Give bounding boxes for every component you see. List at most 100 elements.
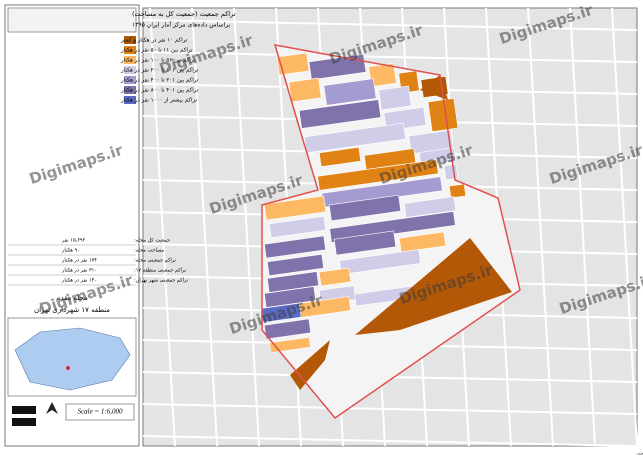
qr-cell	[12, 406, 16, 410]
block	[403, 196, 457, 218]
qr-cell	[32, 422, 36, 426]
title-box	[7, 7, 137, 33]
legend-swatch	[124, 86, 136, 94]
legend-swatch	[124, 56, 136, 64]
block	[263, 318, 312, 340]
subtitle: براساس داده‌های مرکز آمار ایران ۱۳۹۵	[132, 20, 230, 29]
block	[298, 99, 382, 129]
block	[355, 238, 512, 335]
qr-cell	[12, 410, 16, 414]
block	[448, 183, 467, 199]
inset-city	[14, 327, 131, 391]
block	[318, 146, 362, 168]
stat-value: ۹۰ هکتار	[61, 248, 80, 254]
legend-swatch	[124, 36, 136, 44]
scale: Scale = 1:6,000	[78, 408, 123, 416]
legend-swatch	[124, 96, 136, 104]
street	[142, 51, 638, 63]
block	[290, 340, 330, 390]
region-name: منطقه ۱۷ شهرداری تهران	[34, 306, 110, 314]
stat-label: مساحت محله:	[134, 248, 165, 254]
qr-cell	[24, 422, 28, 426]
block	[266, 253, 325, 277]
block	[263, 195, 327, 221]
block	[263, 286, 317, 308]
block	[318, 267, 352, 287]
stat-label: تراکم جمعیتی شهر تهران:	[134, 278, 189, 284]
block	[298, 296, 352, 318]
street	[142, 403, 638, 415]
block	[333, 230, 397, 256]
block	[368, 63, 397, 87]
street	[149, 7, 176, 447]
qr-cell	[12, 418, 16, 422]
street	[527, 7, 554, 447]
qr-cell	[12, 422, 16, 426]
block	[398, 231, 447, 253]
street	[611, 7, 638, 447]
qr-cell	[20, 406, 24, 410]
street	[191, 7, 218, 447]
qr-cell	[24, 410, 28, 414]
qr-cell	[32, 418, 36, 422]
legend-swatch	[124, 66, 136, 74]
block	[328, 194, 402, 222]
qr-cell	[28, 406, 32, 410]
qr-cell	[20, 410, 24, 414]
street	[142, 19, 638, 31]
legend-label: تراکم بین ۱۱ تا ۵۰ نفر در هکتار	[120, 47, 193, 54]
qr-cell	[20, 422, 24, 426]
stat-label: تراکم جمعیتی محله:	[134, 258, 177, 264]
qr-cell	[20, 418, 24, 422]
block	[339, 249, 421, 275]
stat-value: ۳۱۰ نفر در هکتار	[61, 268, 97, 274]
inset-marker	[66, 366, 70, 370]
scale-box	[65, 403, 135, 421]
qr-cell	[16, 418, 20, 422]
footer: حقوق مالکیت معنوی این محصول متعلق به سای…	[636, 450, 643, 457]
block	[263, 235, 327, 259]
block	[308, 53, 367, 81]
qr-cell	[16, 410, 20, 414]
qr-cell	[16, 406, 20, 410]
qr-cell	[28, 418, 32, 422]
block	[288, 77, 322, 103]
legend-label: تراکم بین ۲۰۱ تا ۴۰۰ نفر در هکتار	[120, 77, 199, 84]
legend-panel: تراکم جمعیت (جمعیت کل به مساحت) براساس دا…	[7, 7, 236, 426]
qr-cell	[28, 410, 32, 414]
qr-cell	[32, 410, 36, 414]
legend-swatch	[124, 76, 136, 84]
title: تراکم جمعیت (جمعیت کل به مساحت)	[132, 10, 236, 18]
block	[268, 215, 327, 239]
block	[304, 122, 406, 154]
block	[323, 78, 377, 106]
stat-value: ۱۴۰ نفر در هکتار	[61, 278, 97, 284]
qr-cell	[24, 418, 28, 422]
blocks	[260, 45, 520, 418]
stat-label: تراکم جمعیتی منطقه ۱۷:	[134, 268, 187, 274]
legend-label: تراکم بین ۱۰۱ تا ۲۰۰ نفر در هکتار	[120, 67, 199, 74]
stat-value: ۱۵,۶۹۲ نفر	[61, 238, 86, 244]
block	[266, 271, 320, 293]
district-boundary	[261, 44, 521, 420]
qr-cell	[24, 406, 28, 410]
block	[427, 97, 459, 133]
legend-label: تراکم بین ۴۰۱ تا ۸۰۰ نفر در هکتار	[120, 87, 199, 94]
qr-cell	[32, 406, 36, 410]
legend-swatch	[124, 46, 136, 54]
block	[269, 336, 311, 354]
stat-label: جمعیت کل محله:	[134, 238, 170, 244]
block	[378, 85, 412, 111]
street	[233, 7, 260, 447]
stat-value: ۱۷۴ نفر در هکتار	[61, 258, 97, 264]
legend-label: تراکم ۱۰ نفر در هکتار و کمتر	[120, 37, 188, 44]
legend-label: تراکم بیشتر از ۱۰۰۰ نفر در هکتار	[120, 97, 198, 104]
legend-label: تراکم بین ۵۱ تا ۱۰۰ نفر در هکتار	[120, 57, 196, 64]
qr-cell	[28, 422, 32, 426]
block	[276, 52, 310, 76]
district-name: محله مقدم	[56, 294, 88, 302]
north-arrow	[46, 402, 58, 414]
street	[142, 435, 638, 447]
